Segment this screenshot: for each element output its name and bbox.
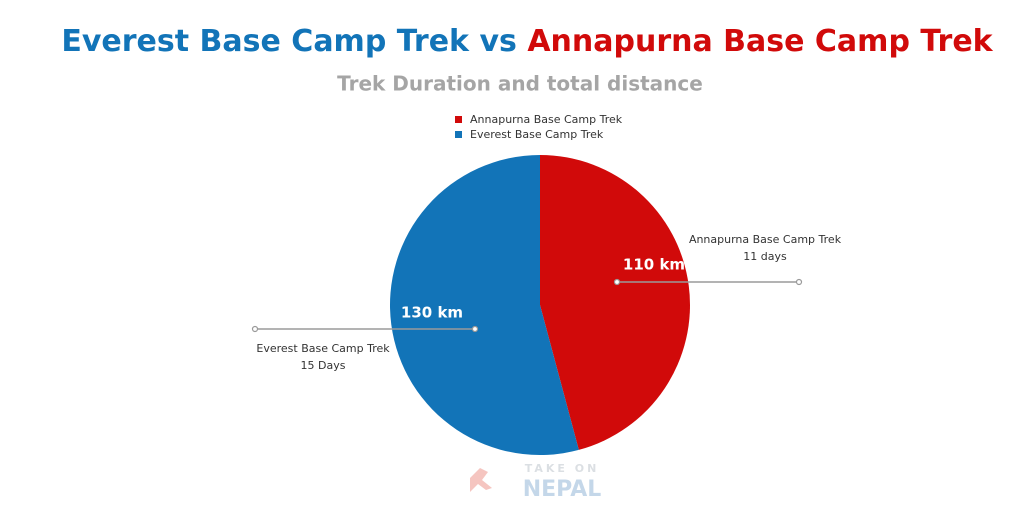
callout-dot <box>251 325 259 333</box>
watermark-icon <box>470 468 492 492</box>
callout-dot <box>471 325 479 333</box>
callout-dot <box>795 278 803 286</box>
watermark-text: NEPAL <box>523 477 602 502</box>
title-part: Annapurna Base Camp Trek <box>527 24 993 59</box>
title-part: Everest Base Camp Trek vs <box>61 24 517 59</box>
watermark: TAKE ON NEPAL <box>470 462 601 502</box>
chart-title: Everest Base Camp Trek vs Annapurna Base… <box>61 24 993 59</box>
annotation-label: Annapurna Base Camp Trek <box>689 233 842 246</box>
legend-swatch <box>455 116 462 123</box>
data-label: 110 km <box>623 256 685 274</box>
annotation-detail: 11 days <box>743 250 787 263</box>
pie-slice <box>390 155 579 455</box>
chart-subtitle: Trek Duration and total distance <box>337 72 703 96</box>
watermark-text: TAKE ON <box>525 462 600 475</box>
legend-swatch <box>455 131 462 138</box>
data-label: 130 km <box>401 304 463 322</box>
legend-label: Everest Base Camp Trek <box>470 128 604 141</box>
callout-dot <box>613 278 621 286</box>
annotation-label: Everest Base Camp Trek <box>256 342 390 355</box>
legend-label: Annapurna Base Camp Trek <box>470 113 623 126</box>
pie-slice <box>540 155 690 450</box>
annotation-detail: 15 Days <box>301 359 346 372</box>
